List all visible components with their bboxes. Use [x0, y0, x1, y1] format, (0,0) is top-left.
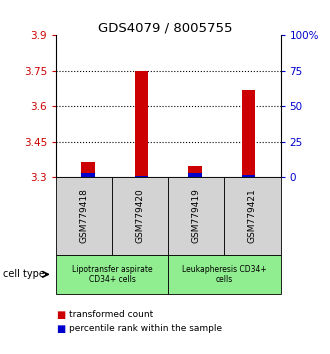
Bar	[242, 90, 255, 177]
Bar	[188, 166, 202, 177]
Bar	[188, 173, 202, 177]
Text: GSM779419: GSM779419	[192, 188, 201, 244]
Bar	[135, 71, 148, 177]
Text: transformed count: transformed count	[69, 310, 153, 319]
Text: Lipotransfer aspirate
CD34+ cells: Lipotransfer aspirate CD34+ cells	[72, 265, 152, 284]
Bar	[242, 175, 255, 177]
Text: percentile rank within the sample: percentile rank within the sample	[69, 324, 222, 333]
Text: ■: ■	[56, 324, 65, 334]
Bar	[135, 176, 148, 177]
Text: GSM779421: GSM779421	[248, 189, 257, 243]
Text: ■: ■	[56, 310, 65, 320]
Bar	[82, 162, 95, 177]
Text: GSM779418: GSM779418	[80, 188, 89, 244]
Text: Leukapheresis CD34+
cells: Leukapheresis CD34+ cells	[182, 265, 267, 284]
Text: cell type: cell type	[3, 269, 45, 279]
Bar	[82, 173, 95, 177]
Text: GDS4079 / 8005755: GDS4079 / 8005755	[98, 21, 232, 34]
Text: GSM779420: GSM779420	[136, 189, 145, 243]
